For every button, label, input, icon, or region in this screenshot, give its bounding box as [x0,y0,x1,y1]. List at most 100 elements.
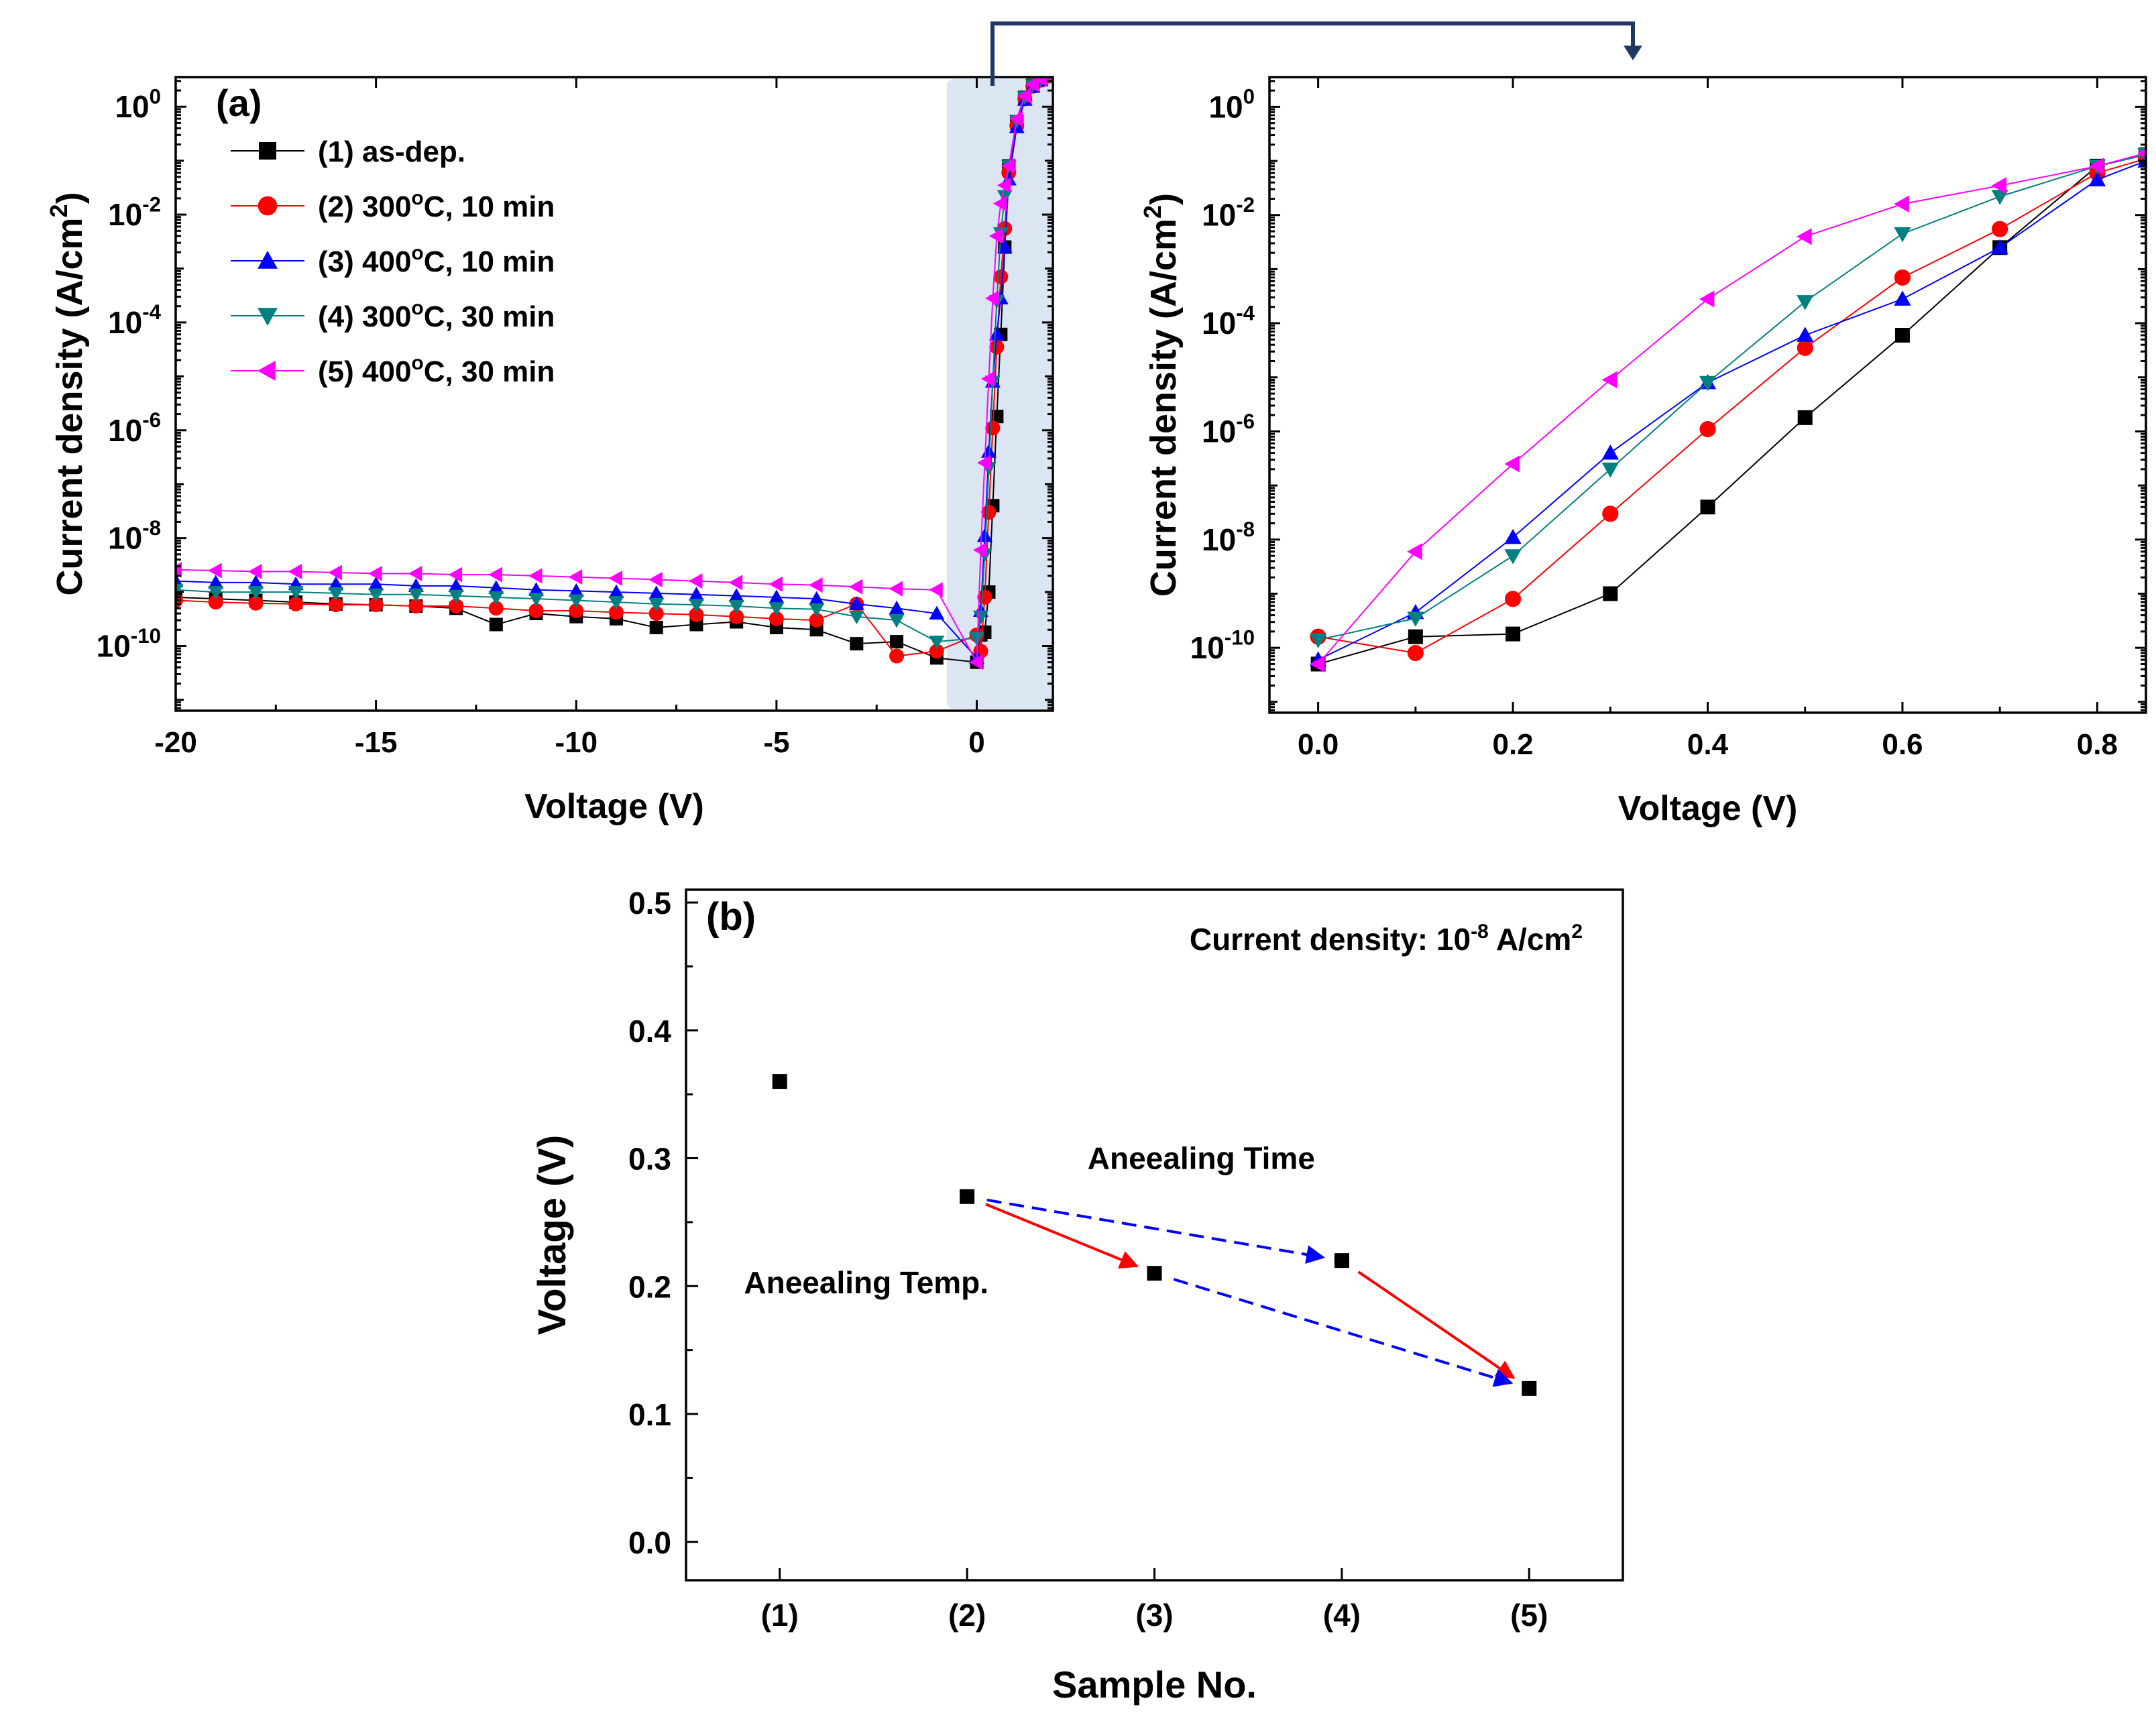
data-point [997,177,1011,193]
data-point [1894,290,1911,306]
data-point [648,572,663,588]
data-point [993,269,1009,284]
series-line-1 [1318,154,2146,665]
data-point [448,578,464,592]
data-point [1522,1380,1537,1396]
panel-zoom-chart: 100 10-2 10-4 10-6 10-8 10-10 0.0 0.2 0.4 0.6 0.8 V… [1139,76,2147,828]
data-point [976,455,991,471]
series-line-5 [176,77,1046,665]
data-point [368,588,384,603]
data-point [648,585,665,599]
data-point [1309,655,1325,673]
data-point [1797,295,1814,310]
data-point [488,591,504,605]
data-point [929,636,945,650]
data-point [208,586,224,600]
x-axis-label: Voltage (V) [524,787,704,826]
data-point [1603,586,1618,601]
legend-marker [258,308,278,326]
data-point [1894,227,1911,243]
arrow-label-time: Aneealing Time [1088,1141,1315,1176]
data-point [809,577,823,593]
data-point [1506,626,1521,642]
data-point [568,569,583,585]
y-tick-label: 10-6 [108,408,161,448]
legend-label: (4) 300oC, 30 min [318,297,555,333]
plot-frame [1268,76,2147,714]
arrow-label-temp: Aneealing Temp. [744,1265,988,1300]
data-point [449,598,464,613]
x-tick-label: -10 [555,726,598,759]
y-tick-label: 10-2 [108,192,161,232]
y-axis-label: Voltage (V) [530,1135,574,1336]
data-point [248,595,264,611]
legend-label: (5) 400oC, 30 min [318,352,555,388]
data-point [1017,88,1031,104]
data-point [1797,339,1813,356]
connector-line [990,21,1635,86]
data-point [2137,148,2146,158]
data-point [969,632,985,646]
legend-label: (2) 300oC, 10 min [318,187,555,223]
data-point [247,586,264,600]
data-point [649,620,663,634]
y-tick-label: 0.3 [628,1142,671,1177]
data-point [929,644,944,659]
data-point [328,587,344,601]
x-tick-label: 0.0 [1298,728,1339,761]
series-line-3 [1318,160,2146,660]
y-tick-label: 0.4 [628,1014,671,1049]
data-point [288,586,304,600]
y-tick-label: 0.0 [628,1525,671,1560]
series-line-5 [1317,152,2146,665]
x-tick-label: 0.6 [1882,728,1923,761]
series-line-1 [176,77,1047,663]
data-point [972,610,988,625]
data-point [769,602,785,616]
data-point [1504,549,1522,565]
data-point [1699,421,1716,438]
data-point [889,581,903,597]
legend-marker [258,251,278,269]
data-point [972,542,987,558]
data-point [1033,77,1047,87]
panel-label: (a) [216,82,262,124]
data-point [247,563,262,579]
trend-arrow [1173,1278,1514,1387]
data-point [997,239,1013,253]
x-tick-label: 0.2 [1492,728,1533,761]
data-point [648,606,664,622]
data-point [988,327,1005,341]
data-point [769,589,785,603]
legend-marker [258,361,276,381]
data-point [1699,375,1717,392]
data-point [608,605,624,620]
y-tick-label: 10-4 [108,300,162,340]
x-tick-label: (1) [761,1598,799,1633]
data-point [448,567,463,583]
data-point [1309,633,1327,649]
x-tick-label: 0.8 [2077,728,2118,761]
y-axis-label: Current density (A/cm2) [45,192,90,595]
data-point [408,598,424,613]
y-tick-label: 10-6 [1202,410,1255,449]
data-point [1797,327,1814,342]
data-point [1147,1266,1162,1281]
zoom-region-highlight [946,79,1052,709]
y-tick-label: 10-8 [1202,518,1255,557]
data-point [688,599,704,613]
x-tick-label: 0 [968,726,984,759]
data-point [1894,195,1909,213]
data-point [408,588,424,603]
trend-arrow [1357,1270,1516,1379]
data-point [1797,410,1813,425]
trend-arrow [986,1198,1326,1264]
data-point [1992,221,2008,237]
data-point [1504,455,1520,473]
data-point [328,597,343,613]
x-tick-label: -5 [763,726,789,759]
data-point [848,610,864,625]
data-point [1408,629,1423,644]
x-tick-label: (5) [1510,1598,1548,1633]
